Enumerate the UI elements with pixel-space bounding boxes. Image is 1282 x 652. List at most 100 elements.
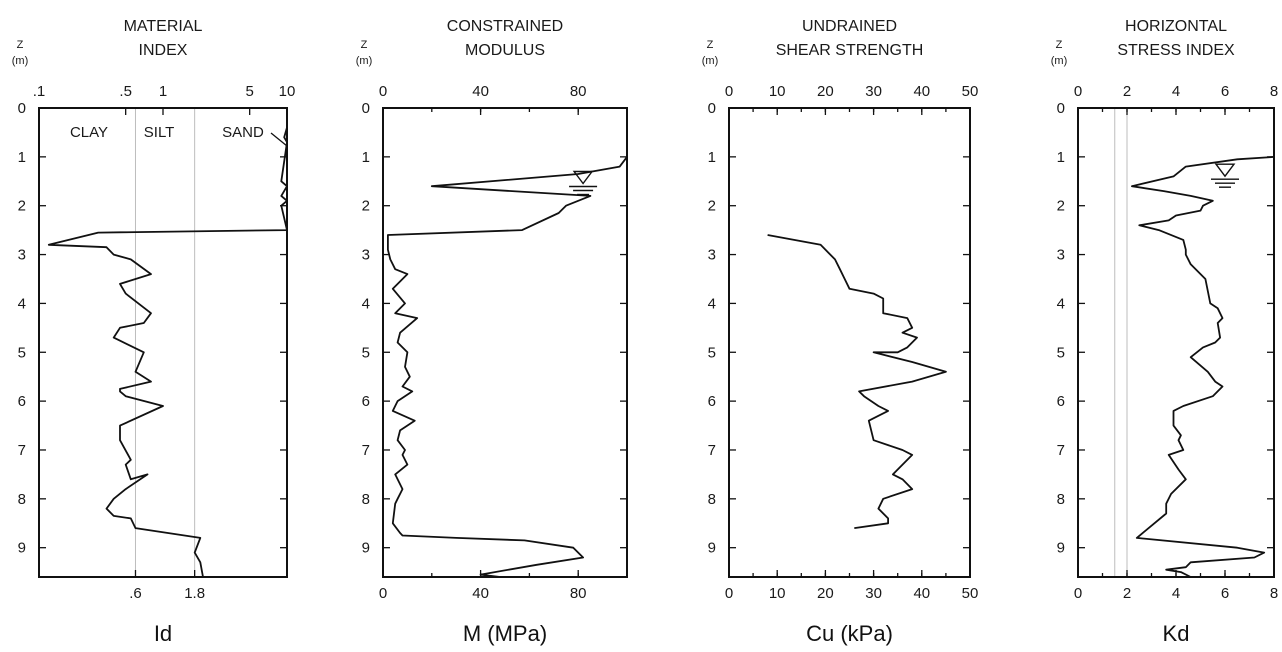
x-tick-label-top: .5 xyxy=(119,83,132,100)
x-tick-label-bottom: 0 xyxy=(725,585,733,602)
y-tick-label: 4 xyxy=(362,295,370,312)
soil-class-label: SAND xyxy=(222,124,264,141)
x-tick-label-bottom: 50 xyxy=(962,585,979,602)
x-tick-label-bottom: 0 xyxy=(1074,585,1082,602)
x-tick-label-top: 30 xyxy=(865,83,882,100)
plot-frame xyxy=(382,107,628,578)
y-tick-label: 7 xyxy=(18,442,26,459)
y-tick-label: 1 xyxy=(362,149,370,166)
y-tick-label: 9 xyxy=(708,540,716,557)
soil-class-label: SILT xyxy=(144,124,175,141)
sand-leader-line xyxy=(270,132,288,147)
y-tick-label: 8 xyxy=(708,491,716,508)
chart-title-line: STRESS INDEX xyxy=(1117,42,1235,59)
chart-title-line: SHEAR STRENGTH xyxy=(776,42,924,59)
y-tick-label: 6 xyxy=(1057,393,1065,410)
plot-frame xyxy=(1077,107,1275,578)
x-tick-label-top: 0 xyxy=(725,83,733,100)
x-tick-label-top: 20 xyxy=(817,83,834,100)
chart-title-line: HORIZONTAL xyxy=(1125,18,1227,35)
y-tick-label: 5 xyxy=(1057,344,1065,361)
x-tick-label-bottom: 80 xyxy=(570,585,587,602)
y-tick-label: 1 xyxy=(708,149,716,166)
depth-profile-line xyxy=(767,234,947,529)
y-tick-label: 5 xyxy=(362,344,370,361)
y-tick-label: 4 xyxy=(18,295,26,312)
x-axis-label: Id xyxy=(154,621,172,646)
x-tick-label-top: 40 xyxy=(472,83,489,100)
y-tick-label: 4 xyxy=(1057,295,1065,312)
y-tick-label: 0 xyxy=(708,100,716,117)
y-axis-label: (m) xyxy=(12,55,29,67)
x-tick-label-bottom: 4 xyxy=(1172,585,1180,602)
x-tick-label-bottom: 10 xyxy=(769,585,786,602)
y-axis-label: (m) xyxy=(702,55,719,67)
y-tick-label: 5 xyxy=(708,344,716,361)
y-tick-label: 0 xyxy=(18,100,26,117)
y-tick-label: 0 xyxy=(362,100,370,117)
y-tick-label: 0 xyxy=(1057,100,1065,117)
x-tick-label-bottom: .6 xyxy=(129,585,142,602)
x-tick-label-top: 6 xyxy=(1221,83,1229,100)
depth-profile-line xyxy=(47,127,288,578)
y-tick-label: 8 xyxy=(1057,491,1065,508)
x-tick-label-bottom: 2 xyxy=(1123,585,1131,602)
chart-title-line: CONSTRAINED xyxy=(447,18,563,35)
y-axis-label: Z xyxy=(1056,39,1063,51)
x-tick-label-top: 10 xyxy=(279,83,296,100)
plot-frame xyxy=(38,107,288,578)
y-tick-label: 9 xyxy=(18,540,26,557)
panel-1: MATERIAL INDEX Z (m) 0 1 2 3 4 5 6 7 8 9 .1 .5 1 5 10 .6 1.8… xyxy=(12,18,296,646)
depth-profile-line xyxy=(1131,156,1275,578)
chart-title-line: UNDRAINED xyxy=(802,18,897,35)
x-tick-label-bottom: 1.8 xyxy=(184,585,205,602)
chart-title-line: MATERIAL xyxy=(124,18,203,35)
chart-title-line: INDEX xyxy=(139,42,188,59)
x-tick-label-top: 5 xyxy=(246,83,254,100)
chart-title-line: MODULUS xyxy=(465,42,545,59)
x-tick-label-bottom: 8 xyxy=(1270,585,1278,602)
plot-frame xyxy=(728,107,971,578)
depth-profile-line xyxy=(386,156,628,578)
y-tick-label: 9 xyxy=(1057,540,1065,557)
x-tick-label-top: 2 xyxy=(1123,83,1131,100)
x-axis-label: Cu (kPa) xyxy=(806,621,893,646)
x-tick-label-bottom: 40 xyxy=(472,585,489,602)
x-tick-label-top: 10 xyxy=(769,83,786,100)
y-tick-label: 9 xyxy=(362,540,370,557)
y-tick-label: 7 xyxy=(362,442,370,459)
soil-class-label: CLAY xyxy=(70,124,108,141)
y-tick-label: 3 xyxy=(18,247,26,264)
y-tick-label: 4 xyxy=(708,295,716,312)
y-axis-label: (m) xyxy=(356,55,373,67)
panel-2: CONSTRAINED MODULUS Z (m) 0 1 2 3 4 5 6 7 8 9 0 40 80 0 40… xyxy=(356,18,628,646)
y-tick-label: 2 xyxy=(362,198,370,215)
y-tick-label: 1 xyxy=(1057,149,1065,166)
y-tick-label: 7 xyxy=(1057,442,1065,459)
y-axis-label: (m) xyxy=(1051,55,1068,67)
y-tick-label: 3 xyxy=(1057,247,1065,264)
y-tick-label: 3 xyxy=(362,247,370,264)
y-axis-label: Z xyxy=(361,39,368,51)
water-table-icon xyxy=(572,170,594,185)
y-tick-label: 2 xyxy=(708,198,716,215)
panel-4: HORIZONTAL STRESS INDEX Z (m) 0 1 2 3 4 5 6 7 8 9 0 2 4 6… xyxy=(1051,18,1278,646)
x-tick-label-top: 8 xyxy=(1270,83,1278,100)
x-axis-label: Kd xyxy=(1163,621,1190,646)
y-tick-label: 8 xyxy=(362,491,370,508)
y-axis-label: Z xyxy=(707,39,714,51)
x-tick-label-top: 50 xyxy=(962,83,979,100)
panel-3: UNDRAINED SHEAR STRENGTH Z (m) 0 1 2 3 4 5 6 7 8 9 0 10… xyxy=(702,18,979,646)
y-tick-label: 6 xyxy=(18,393,26,410)
x-tick-label-top: 0 xyxy=(1074,83,1082,100)
x-tick-label-top: 0 xyxy=(379,83,387,100)
x-tick-label-top: 80 xyxy=(570,83,587,100)
x-tick-label-top: 1 xyxy=(159,83,167,100)
y-tick-label: 7 xyxy=(708,442,716,459)
y-tick-label: 5 xyxy=(18,344,26,361)
x-tick-label-top: 40 xyxy=(913,83,930,100)
y-tick-label: 6 xyxy=(362,393,370,410)
x-tick-label-bottom: 30 xyxy=(865,585,882,602)
y-tick-label: 2 xyxy=(18,198,26,215)
